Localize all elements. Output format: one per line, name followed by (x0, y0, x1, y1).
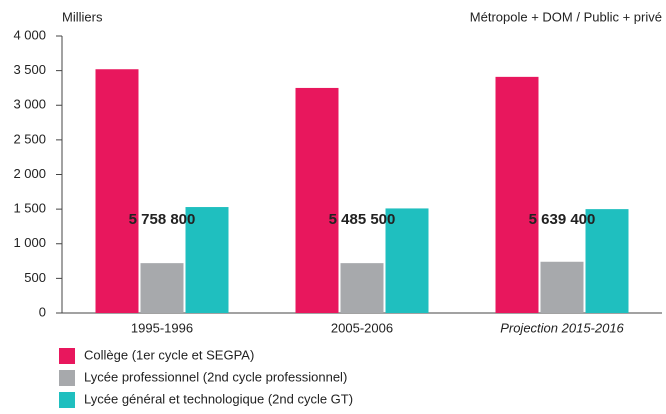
y-tick-label: 500 (24, 270, 46, 285)
bar (95, 69, 139, 314)
annotation: 5 758 800 (129, 211, 196, 228)
subtitle: Métropole + DOM / Public + privé (470, 9, 662, 24)
annotation: 5 485 500 (329, 211, 396, 228)
legend-swatch (59, 370, 75, 386)
bar (295, 87, 339, 313)
legend-swatch (59, 348, 75, 364)
y-tick-label: 0 (39, 304, 46, 319)
y-tick-label: 2 000 (13, 166, 46, 181)
legend-label: Collège (1er cycle et SEGPA) (84, 347, 254, 362)
bar (495, 76, 539, 313)
y-tick-label: 3 500 (13, 62, 46, 77)
y-tick-label: 4 000 (13, 27, 46, 42)
annotation: 5 639 400 (529, 211, 596, 228)
bar (140, 263, 184, 313)
x-tick-label: 1995-1996 (131, 320, 193, 335)
legend-label: Lycée professionnel (2nd cycle professio… (84, 369, 347, 384)
y-tick-label: 1 500 (13, 201, 46, 216)
y-tick-label: 2 500 (13, 131, 46, 146)
legend-swatch (59, 392, 75, 408)
x-tick-label: 2005-2006 (331, 320, 393, 335)
y-tick-label: 3 000 (13, 97, 46, 112)
y-axis-label: Milliers (62, 9, 103, 24)
bar (385, 208, 429, 313)
legend-label: Lycée général et technologique (2nd cycl… (84, 391, 353, 406)
bar (585, 209, 629, 313)
bar (185, 207, 229, 313)
bar (340, 263, 384, 313)
y-tick-label: 1 000 (13, 235, 46, 250)
x-tick-label: Projection 2015-2016 (500, 320, 624, 335)
bar (540, 261, 584, 313)
